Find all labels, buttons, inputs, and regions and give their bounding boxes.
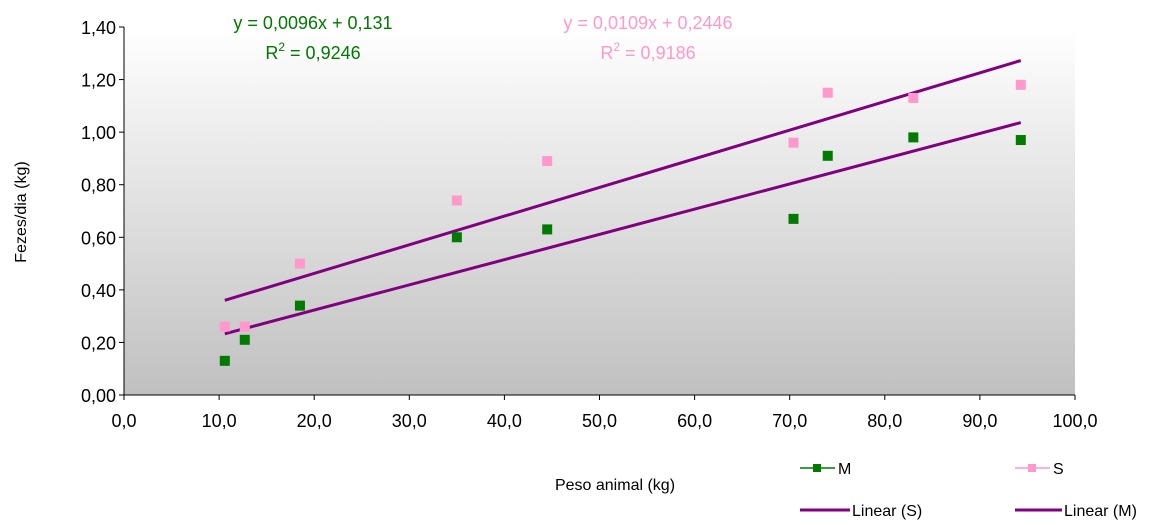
x-tick-label: 80,0 (867, 411, 902, 431)
legend: M S Linear (S) Linear (M) (800, 461, 1137, 520)
point-s (908, 92, 919, 103)
x-axis-ticks: 0,0 10,0 20,0 30,0 40,0 50,0 60,0 70,0 80,0 90,0 1… (111, 395, 1098, 431)
point-m (219, 355, 230, 366)
point-m (788, 213, 799, 224)
point-m (451, 232, 462, 243)
y-tick-label: 0,40 (81, 281, 116, 301)
x-tick-label: 50,0 (582, 411, 617, 431)
r2-m-text: R2 = 0,9246 (265, 40, 360, 63)
trendline-s (224, 59, 1022, 302)
y-axis-title: Fezes/dia (kg) (13, 161, 30, 262)
y-tick-label: 0,60 (81, 228, 116, 248)
point-m (1015, 135, 1026, 146)
point-s (451, 195, 462, 206)
x-tick-label: 40,0 (487, 411, 522, 431)
point-s (542, 156, 553, 167)
point-m (542, 224, 553, 235)
data-points (219, 79, 1026, 366)
y-tick-label: 1,40 (81, 18, 116, 38)
legend-s-label: S (1053, 461, 1064, 478)
legend-m-marker (813, 464, 821, 472)
equation-s-text: y = 0,0109x + 0,2446 (563, 13, 732, 33)
x-tick-label: 10,0 (202, 411, 237, 431)
y-tick-label: 1,00 (81, 123, 116, 143)
r2-s-text: R2 = 0,9186 (600, 40, 695, 63)
y-axis-ticks: 0,00 0,20 0,40 0,60 0,80 1,00 1,20 1,40 (81, 18, 124, 406)
point-m (908, 132, 919, 143)
legend-item-m: M (800, 461, 851, 478)
equation-m: y = 0,0096x + 0,131 R2 = 0,9246 (233, 13, 392, 63)
trendlines (224, 59, 1022, 336)
x-axis-title: Peso animal (kg) (555, 477, 675, 494)
legend-item-linear-s: Linear (S) (800, 503, 922, 520)
point-s (294, 258, 305, 269)
x-tick-label: 90,0 (962, 411, 997, 431)
y-tick-label: 0,00 (81, 386, 116, 406)
equation-m-text: y = 0,0096x + 0,131 (233, 13, 392, 33)
x-tick-label: 20,0 (297, 411, 332, 431)
legend-item-s: S (1015, 461, 1064, 478)
point-s (788, 137, 799, 148)
y-tick-label: 0,20 (81, 333, 116, 353)
plot-area (124, 27, 1075, 395)
point-s (1015, 79, 1026, 90)
trendline-m (224, 121, 1022, 336)
legend-item-linear-m: Linear (M) (1015, 503, 1137, 520)
legend-linear-s-label: Linear (S) (852, 503, 922, 520)
x-tick-label: 70,0 (772, 411, 807, 431)
legend-s-marker (1028, 464, 1036, 472)
y-tick-label: 1,20 (81, 71, 116, 91)
point-m (822, 150, 833, 161)
x-tick-label: 60,0 (677, 411, 712, 431)
x-tick-label: 0,0 (111, 411, 136, 431)
y-tick-label: 0,80 (81, 176, 116, 196)
point-s (219, 321, 230, 332)
equation-s: y = 0,0109x + 0,2446 R2 = 0,9186 (563, 13, 732, 63)
point-m (294, 300, 305, 311)
point-m (239, 334, 250, 345)
legend-linear-m-label: Linear (M) (1064, 503, 1137, 520)
legend-m-label: M (838, 461, 851, 478)
point-s (822, 87, 833, 98)
point-s (239, 321, 250, 332)
x-tick-label: 30,0 (392, 411, 427, 431)
x-tick-label: 100,0 (1052, 411, 1097, 431)
